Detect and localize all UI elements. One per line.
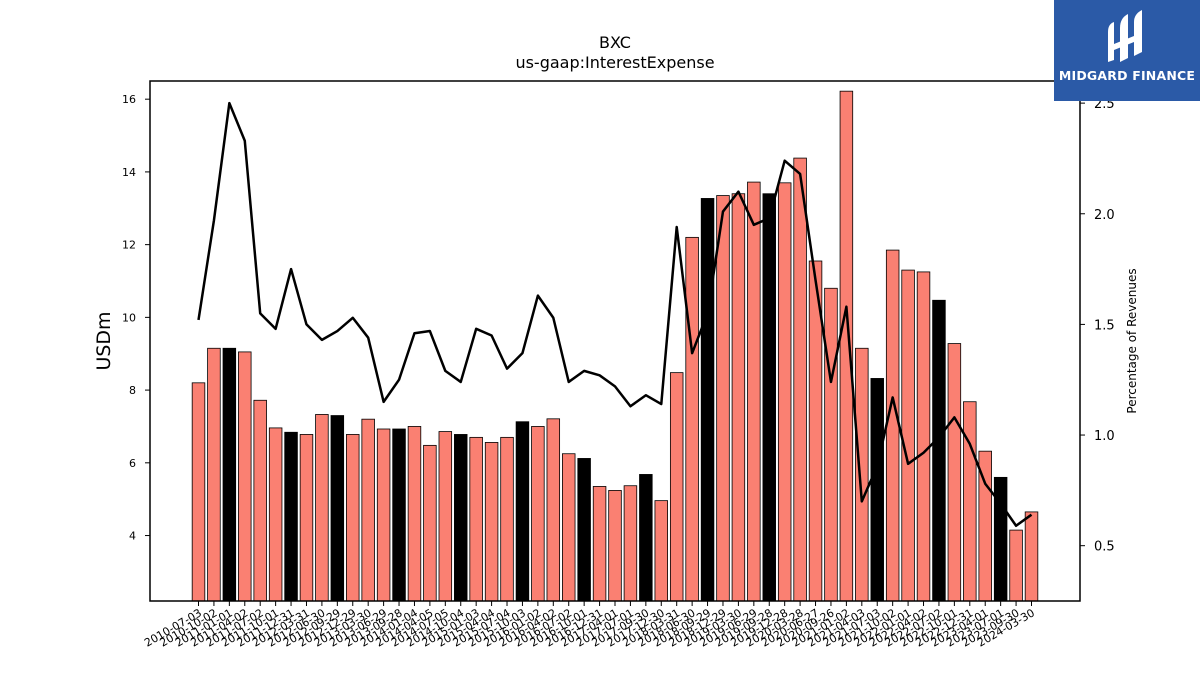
bars-group — [191, 90, 1039, 602]
midgard-logo-icon — [1108, 10, 1142, 62]
bar — [392, 428, 406, 602]
logo: MIDGARD FINANCE — [1054, 0, 1200, 101]
bar — [222, 347, 237, 602]
bar — [916, 271, 931, 602]
logo-text: MIDGARD FINANCE — [1058, 68, 1196, 83]
bar — [669, 372, 684, 602]
bar — [361, 418, 375, 602]
bar — [207, 347, 221, 602]
bar — [762, 193, 776, 602]
y2-tick-label: 1.5 — [1094, 318, 1115, 333]
bar — [346, 434, 360, 602]
percentage-line — [197, 101, 1033, 528]
x-axis: 2010-07-032010-10-022011-01-012011-04-02… — [142, 601, 1037, 650]
bar — [376, 428, 391, 602]
bar — [500, 436, 514, 602]
y-tick-label: 6 — [129, 457, 136, 470]
bar — [253, 399, 267, 602]
y2-tick-label: 0.5 — [1094, 540, 1115, 555]
y-tick-label: 16 — [122, 93, 136, 106]
bar — [731, 193, 746, 602]
bar — [716, 195, 730, 602]
bar — [1024, 511, 1039, 602]
chart-title: BXC — [599, 33, 631, 52]
bar — [793, 157, 807, 602]
bar — [885, 249, 900, 602]
bar — [1009, 529, 1023, 602]
y2-axis-label: Percentage of Revenues — [1125, 268, 1139, 413]
y-axis-label: USDm — [93, 311, 115, 370]
bar — [608, 490, 622, 602]
bar — [284, 431, 298, 602]
bar — [191, 382, 206, 602]
bar — [654, 500, 669, 602]
chart-subtitle: us-gaap:InterestExpense — [515, 53, 714, 72]
bar — [747, 181, 761, 602]
left-axis: 4 6 8 10 12 14 16 — [122, 93, 150, 543]
y-tick-label: 14 — [122, 166, 136, 179]
y2-tick-label: 2.0 — [1094, 208, 1115, 223]
bar — [299, 434, 314, 602]
bar — [639, 474, 653, 602]
y2-tick-label: 1.0 — [1094, 429, 1115, 444]
bar — [330, 415, 345, 602]
bar — [423, 444, 437, 602]
y-tick-label: 10 — [122, 311, 136, 324]
bar — [515, 421, 530, 602]
bar — [469, 436, 483, 602]
right-axis: 0.51.01.52.02.5 — [1080, 97, 1115, 555]
y-tick-label: 4 — [129, 530, 136, 543]
bar — [932, 299, 946, 602]
bar — [577, 458, 591, 602]
bar — [531, 426, 545, 602]
bar — [562, 453, 576, 602]
bar — [592, 486, 607, 602]
bar — [407, 426, 422, 602]
bar — [484, 442, 499, 602]
y-tick-label: 12 — [122, 239, 136, 252]
y-tick-label: 8 — [129, 384, 136, 397]
bar — [623, 485, 638, 602]
bar — [546, 418, 561, 602]
bar — [901, 269, 915, 602]
bar — [685, 236, 699, 602]
line-group — [197, 101, 1033, 528]
bar — [700, 198, 715, 602]
bar — [870, 378, 884, 602]
bar — [777, 182, 792, 602]
bar — [963, 401, 977, 602]
bar — [315, 414, 329, 602]
bar — [454, 434, 468, 602]
bar — [824, 287, 838, 602]
bar — [855, 347, 869, 602]
bar — [438, 431, 453, 602]
bar — [947, 343, 962, 602]
bar — [268, 427, 283, 602]
bar — [839, 90, 854, 602]
bar — [238, 351, 252, 602]
